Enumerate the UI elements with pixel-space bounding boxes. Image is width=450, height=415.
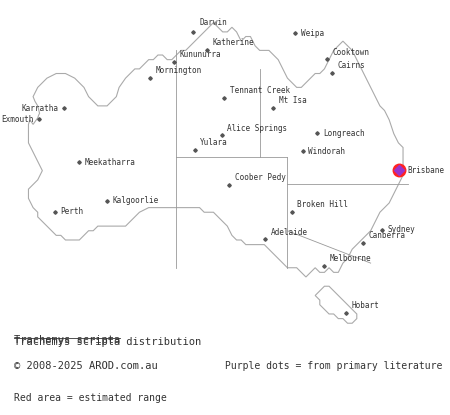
Text: Perth: Perth xyxy=(60,207,84,216)
Text: Brisbane: Brisbane xyxy=(407,166,444,175)
Text: Hobart: Hobart xyxy=(351,301,379,310)
Text: Adelaide: Adelaide xyxy=(271,227,308,237)
Text: Cairns: Cairns xyxy=(337,61,365,70)
Text: Broken Hill: Broken Hill xyxy=(297,200,348,209)
Text: Sydney: Sydney xyxy=(387,225,415,234)
Text: Mt Isa: Mt Isa xyxy=(279,96,307,105)
Text: Coober Pedy: Coober Pedy xyxy=(235,173,286,182)
Text: Katherine: Katherine xyxy=(212,38,254,47)
Polygon shape xyxy=(315,286,357,323)
Text: Meekatharra: Meekatharra xyxy=(85,158,136,167)
Text: Mornington: Mornington xyxy=(156,66,202,76)
Text: distribution: distribution xyxy=(120,337,201,347)
Text: Kununurra: Kununurra xyxy=(180,51,221,59)
Text: Purple dots = from primary literature: Purple dots = from primary literature xyxy=(225,361,442,371)
Text: Exmouth: Exmouth xyxy=(1,115,33,124)
Text: Longreach: Longreach xyxy=(323,129,364,138)
Text: Trachemys scripta: Trachemys scripta xyxy=(14,337,120,347)
Text: Red area = estimated range: Red area = estimated range xyxy=(14,393,166,403)
Text: Cooktown: Cooktown xyxy=(332,48,369,56)
Text: Tennant Creek: Tennant Creek xyxy=(230,86,290,95)
Text: Darwin: Darwin xyxy=(199,18,227,27)
Text: Alice Springs: Alice Springs xyxy=(227,124,287,133)
Text: Trachemys scripta: Trachemys scripta xyxy=(14,335,120,345)
Polygon shape xyxy=(28,23,403,277)
Text: Kalgoorlie: Kalgoorlie xyxy=(112,196,158,205)
Text: Melbourne: Melbourne xyxy=(329,254,371,263)
Text: Canberra: Canberra xyxy=(368,231,405,240)
Text: Karratha: Karratha xyxy=(22,104,58,112)
Text: Windorah: Windorah xyxy=(308,147,345,156)
Text: Weipa: Weipa xyxy=(301,29,324,38)
Text: © 2008-2025 AROD.com.au: © 2008-2025 AROD.com.au xyxy=(14,361,157,371)
Text: Yulara: Yulara xyxy=(200,138,228,147)
